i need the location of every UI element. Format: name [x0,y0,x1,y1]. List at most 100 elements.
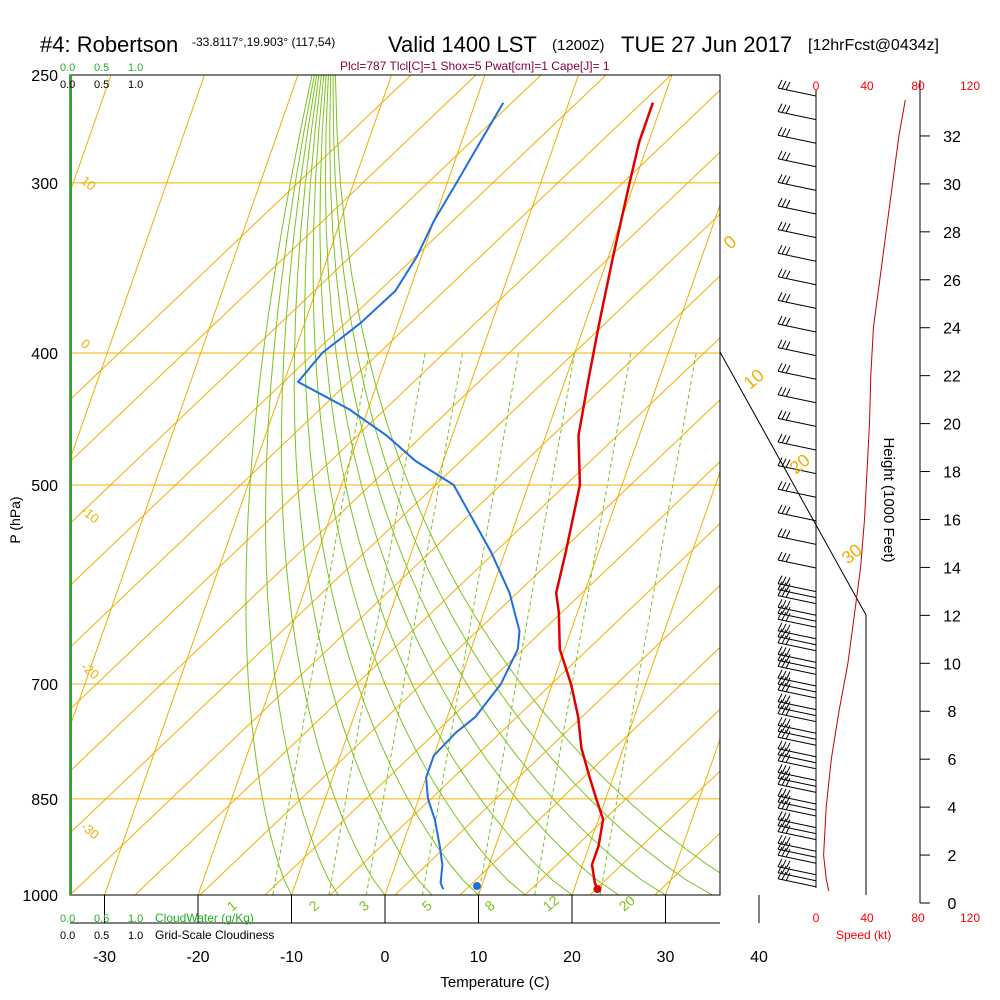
wind-barb-flag [781,706,787,715]
wind-barb-flag [777,770,783,779]
mixing-ratio-line [478,352,576,895]
height-tick-label: 0 [948,896,957,913]
wind-barb-flag [785,742,791,752]
wind-frame-diagonal [719,351,867,616]
wind-barb-flag [785,606,791,616]
wind-barb-flag [781,127,787,137]
wind-barb-flag [781,582,787,591]
wind-barb-flag [777,846,783,856]
wind-barb-flag [785,872,791,882]
wind-barb-flag [781,865,787,875]
theta-label: 0 [720,231,741,253]
wind-barb-flag [785,270,791,280]
height-tick-label: 16 [943,512,961,529]
isotherm-label: 10 [78,173,99,194]
wind-barb-flag [777,386,783,396]
wind-barb-flag [777,628,783,638]
wind-barb-flag [781,812,787,821]
station-title: #4: Robertson [40,32,178,57]
wind-barb-flag [785,152,791,162]
wind-barb-flag [785,730,791,740]
wind-barb-flag [785,317,791,327]
wind-barb-flag [785,105,791,114]
cloud-bottom-green-0: 0.0 [60,913,75,925]
cloudwater-title: CloudWater (g/Kg) [155,911,254,925]
wind-barb-flag [785,624,791,634]
wind-barb-flag [777,681,783,691]
wind-barb-flag [781,800,787,810]
cloud-bottom-black-0: 0.0 [60,930,75,942]
wind-barb-flag [781,529,787,538]
isotherm-line [0,75,18,895]
wind-barb-flag [781,505,787,515]
wind-barb-flag [781,682,787,692]
height-tick-label: 10 [943,656,961,673]
wind-barb-flag [777,652,783,661]
wind-barb-flag [781,753,787,763]
wind-barb [777,276,817,286]
mixing-ratio-line [328,352,426,895]
mixing-ratio-line [365,352,463,895]
wind-barb-flag [785,707,791,716]
wind-barb-flag [781,765,787,774]
moist-adiabat-line [329,75,666,895]
wind-barb-flag [785,630,791,640]
speed-bottom-0: 0 [813,911,820,925]
wind-barb [777,535,817,545]
wind-barb-flag [785,246,791,256]
cloud-bottom-black-1: 0.5 [94,930,109,942]
x-tick-label: 10 [470,949,488,966]
wind-barb-flag [777,221,783,230]
moist-adiabat-line [324,75,620,895]
wind-barb [777,689,817,699]
wind-barb-flag [777,740,783,750]
wind-barb [777,642,817,652]
wind-barb-flag [777,103,783,112]
wind-barb-flag [777,150,783,160]
height-tick-label: 20 [943,417,961,434]
wind-barb-flag [785,754,791,764]
p-tick-label: 300 [31,176,58,193]
wind-barb-flag [777,197,783,207]
wind-barb [777,229,817,239]
wind-barb-flag [785,654,791,663]
wind-barb-flag [777,457,783,466]
isobars [70,74,720,896]
wind-barb-flag [785,789,791,799]
wind-barb-flag [777,728,783,738]
height-tick-label: 32 [943,129,961,146]
cloud-top-black-2: 1.0 [128,79,143,91]
wind-barb-flag [777,174,783,183]
x-tick-label: -10 [280,949,303,966]
wind-barb-flag [781,723,787,733]
wind-barb-flag [781,676,787,686]
wind-barb-flag [785,294,791,303]
wind-barb-flag [785,459,791,468]
wind-barb-flag [785,506,791,516]
height-tick-label: 26 [943,273,961,290]
dry-adiabat-line [70,75,412,401]
surface-temp-marker [593,885,602,894]
wind-barb-flag [785,577,791,586]
wind-barb-flag [777,764,783,773]
mixing-ratio-line [421,352,520,895]
wind-barb-flag [781,552,787,562]
height-tick-label: 30 [943,177,961,194]
wind-barb-flag [777,575,783,584]
wind-barb-flag [777,864,783,874]
wind-barb-flag [777,604,783,614]
wind-barb-flag [785,589,791,598]
wind-barb-flag [777,610,783,620]
wind-barb [777,181,817,191]
wind-barb-flag [781,717,787,727]
wind-barb-flag [781,80,787,90]
wind-barb [777,87,817,97]
cloud-top-black-0: 0.0 [60,79,75,91]
height-axis-title: Height (1000 Feet) [880,437,897,562]
wind-barb [777,417,817,427]
wind-barb-flag [785,128,791,138]
wind-barb-flag [781,859,787,869]
x-tick-label: 20 [563,949,581,966]
wind-barb [777,134,817,144]
